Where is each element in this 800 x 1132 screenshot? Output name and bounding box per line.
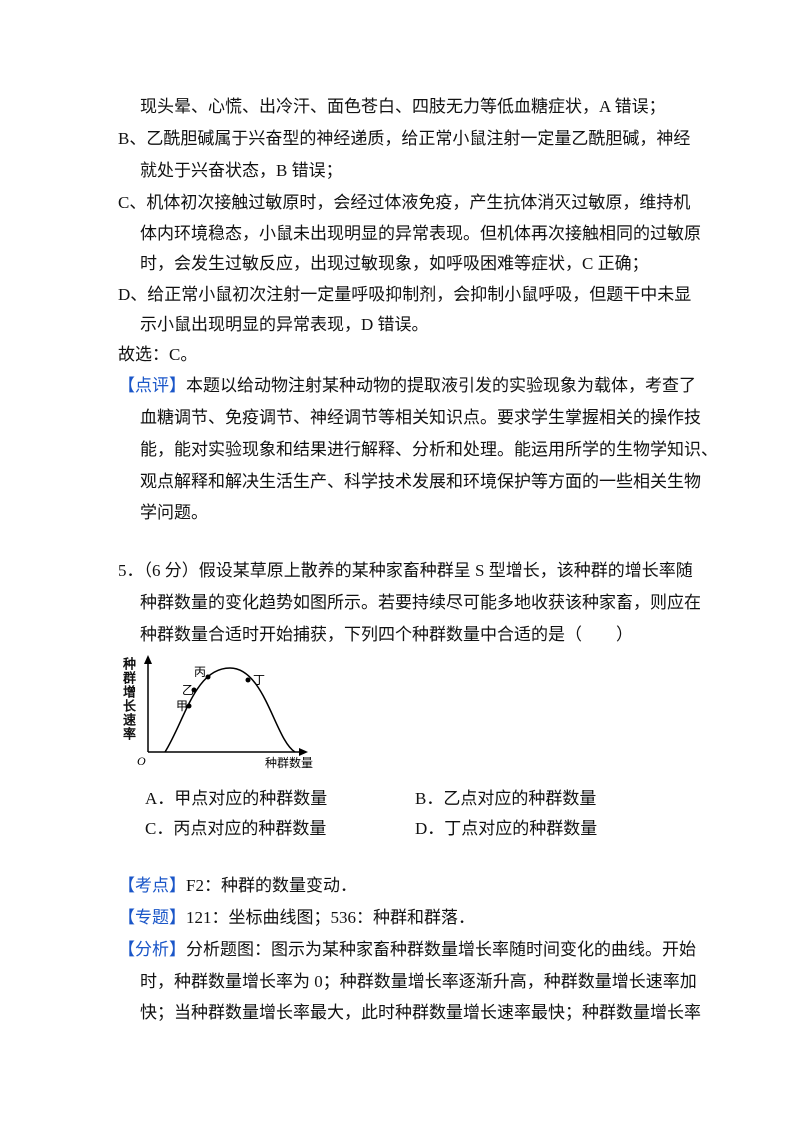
text-line: 能，能对实验现象和结果进行解释、分析和处理。能运用所学的生物学知识、 (140, 439, 718, 461)
text: F2：种群的数量变动． (186, 876, 357, 895)
text: 时，种群数量增长率为 0；种群数量增长率逐渐升高，种群数量增长速率加 (140, 972, 697, 991)
text: 121：坐标曲线图；536：种群和群落． (186, 908, 475, 927)
text: 血糖调节、免疫调节、神经调节等相关知识点。要求学生掌握相关的操作技 (140, 408, 701, 427)
text-line: 观点解释和解决生活生产、科学技术发展和环境保护等方面的一些相关生物 (140, 471, 701, 493)
text: 时，会发生过敏反应，出现过敏现象，如呼吸困难等症状，C 正确； (140, 254, 649, 273)
text: 分析题图：图示为某种家畜种群数量增长率随时间变化的曲线。开始 (186, 940, 696, 959)
text-line: 【专题】121：坐标曲线图；536：种群和群落． (118, 907, 475, 929)
text: 能，能对实验现象和结果进行解释、分析和处理。能运用所学的生物学知识、 (140, 440, 718, 459)
text-line: C、机体初次接触过敏原时，会经过体液免疫，产生抗体消灭过敏原，维持机 (118, 192, 690, 214)
text: 故选：C。 (118, 345, 198, 364)
text: D．丁点对应的种群数量 (415, 819, 598, 838)
text-line: 时，会发生过敏反应，出现过敏现象，如呼吸困难等症状，C 正确； (140, 253, 649, 275)
section-label: 【专题】 (118, 908, 186, 927)
text-line: 示小鼠出现明显的异常表现，D 错误。 (140, 314, 429, 336)
point-label: 乙 (182, 683, 194, 697)
text: A．甲点对应的种群数量 (145, 789, 328, 808)
text: 种群数量合适时开始捕获，下列四个种群数量中合适的是（ ） (140, 625, 633, 644)
text: 学问题。 (140, 503, 208, 522)
text-line: 【点评】本题以给动物注射某种动物的提取液引发的实验现象为载体，考查了 (118, 375, 696, 397)
text-line: 【考点】F2：种群的数量变动． (118, 875, 357, 897)
section-label: 【分析】 (118, 940, 186, 959)
text: 体内环境稳态，小鼠未出现明显的异常表现。但机体再次接触相同的过敏原 (140, 224, 701, 243)
x-axis-label: 种群数量 (265, 755, 313, 770)
text: D、给正常小鼠初次注射一定量呼吸抑制剂，会抑制小鼠呼吸，但题干中未显 (118, 285, 692, 304)
text: 观点解释和解决生活生产、科学技术发展和环境保护等方面的一些相关生物 (140, 472, 701, 491)
text-line: 【分析】分析题图：图示为某种家畜种群数量增长率随时间变化的曲线。开始 (118, 939, 696, 961)
text-line: 就处于兴奋状态，B 错误； (140, 160, 343, 182)
text: 现头晕、心慌、出冷汗、面色苍白、四肢无力等低血糖症状，A 错误； (140, 97, 666, 116)
text: 5．（6 分）假设某草原上散养的某种家畜种群呈 S 型增长，该种群的增长率随 (118, 561, 693, 580)
text-line: 学问题。 (140, 502, 208, 524)
text-line: 现头晕、心慌、出冷汗、面色苍白、四肢无力等低血糖症状，A 错误； (140, 96, 666, 118)
origin-label: O (137, 754, 146, 768)
text-line: 5．（6 分）假设某草原上散养的某种家畜种群呈 S 型增长，该种群的增长率随 (118, 560, 693, 582)
point-label: 丙 (194, 665, 206, 679)
text: 本题以给动物注射某种动物的提取液引发的实验现象为载体，考查了 (186, 376, 696, 395)
text-line: 种群数量的变化趋势如图所示。若要持续尽可能多地收获该种家畜，则应在 (140, 592, 701, 614)
text: B．乙点对应的种群数量 (415, 789, 597, 808)
text-line: 血糖调节、免疫调节、神经调节等相关知识点。要求学生掌握相关的操作技 (140, 407, 701, 429)
text: C、机体初次接触过敏原时，会经过体液免疫，产生抗体消灭过敏原，维持机 (118, 193, 691, 212)
section-label: 【点评】 (118, 376, 186, 395)
text-line: D、给正常小鼠初次注射一定量呼吸抑制剂，会抑制小鼠呼吸，但题干中未显 (118, 284, 691, 306)
text: 种群数量的变化趋势如图所示。若要持续尽可能多地收获该种家畜，则应在 (140, 593, 701, 612)
text-line: 种群数量合适时开始捕获，下列四个种群数量中合适的是（ ） (140, 624, 633, 646)
text: 就处于兴奋状态，B 错误； (140, 161, 343, 180)
text: 示小鼠出现明显的异常表现，D 错误。 (140, 315, 429, 334)
text: B、乙酰胆碱属于兴奋型的神经递质，给正常小鼠注射一定量乙酰胆碱，神经 (118, 129, 691, 148)
point-label: 甲 (176, 699, 188, 713)
text-line: B．乙点对应的种群数量 (415, 788, 596, 810)
text: 快；当种群数量增长率最大，此时种群数量增长速率最快；种群数量增长率 (140, 1003, 701, 1022)
section-label: 【考点】 (118, 876, 186, 895)
text-line: C．丙点对应的种群数量 (145, 818, 326, 840)
text-line: 快；当种群数量增长率最大，此时种群数量增长速率最快；种群数量增长率 (140, 1002, 701, 1024)
text-line: A．甲点对应的种群数量 (145, 788, 327, 810)
y-axis-label: 种群增长速率 (121, 657, 136, 741)
point-label: 丁 (253, 673, 265, 687)
text-line: D．丁点对应的种群数量 (415, 818, 597, 840)
text-line: B、乙酰胆碱属于兴奋型的神经递质，给正常小鼠注射一定量乙酰胆碱，神经 (118, 128, 690, 150)
text-line: 体内环境稳态，小鼠未出现明显的异常表现。但机体再次接触相同的过敏原 (140, 223, 701, 245)
text-line: 时，种群数量增长率为 0；种群数量增长率逐渐升高，种群数量增长速率加 (140, 971, 697, 993)
text-line: 故选：C。 (118, 344, 197, 366)
text: C．丙点对应的种群数量 (145, 819, 327, 838)
